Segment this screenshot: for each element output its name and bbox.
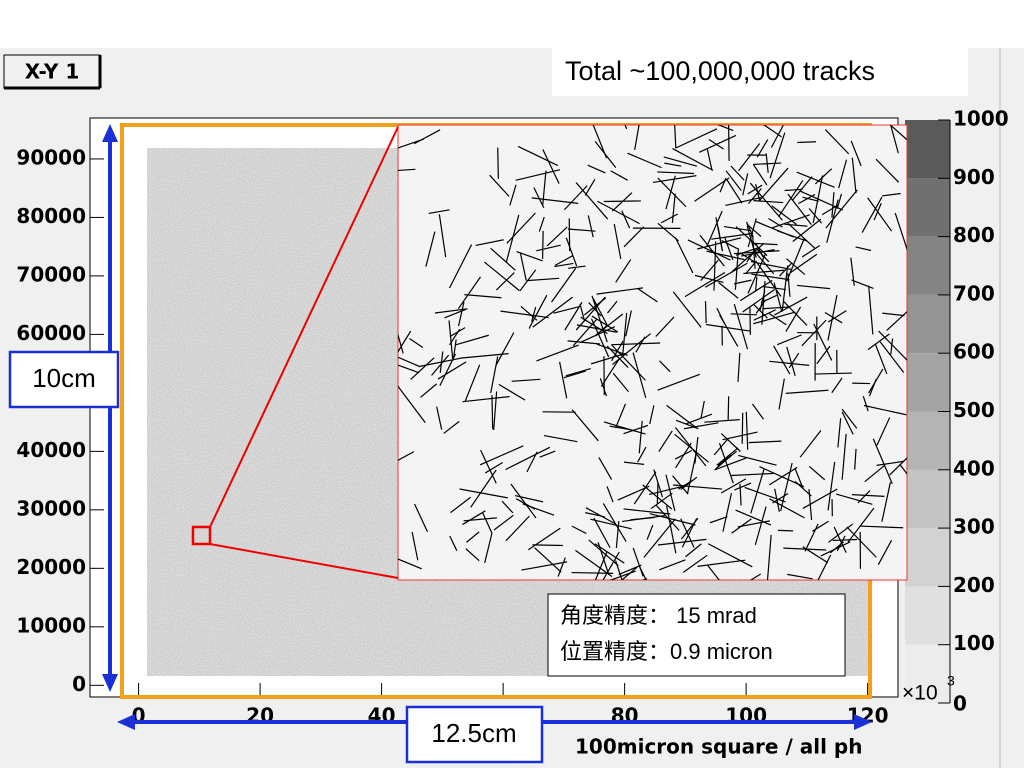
colorbar-band (905, 120, 950, 178)
z-tick-label: 500 (953, 398, 995, 422)
z-multiplier: ×10 (902, 682, 938, 705)
y-tick-label: 70000 (16, 262, 86, 286)
colorbar-band (905, 470, 950, 528)
z-tick-label: 300 (953, 515, 995, 539)
track (728, 396, 729, 420)
colorbar-band (905, 295, 950, 353)
z-tick-label: 100 (953, 631, 995, 655)
track (778, 530, 793, 531)
colorbar-band (905, 412, 950, 470)
annotation: Total ~100,000,000 tracks (565, 56, 875, 86)
resolution-line: 位置精度：0.9 micron (560, 639, 773, 664)
z-tick-label: 0 (953, 692, 967, 716)
chart-title: X-Y 1 (25, 60, 80, 84)
width-label: 12.5cm (431, 718, 516, 748)
y-tick-label: 40000 (16, 438, 86, 462)
track (498, 148, 499, 179)
resolution-line: 角度精度： 15 mrad (560, 603, 757, 628)
y-tick-label: 60000 (16, 321, 86, 345)
colorbar-band (905, 586, 950, 644)
track (742, 413, 743, 444)
y-tick-label: 80000 (16, 204, 86, 228)
z-multiplier-exp: 3 (947, 673, 955, 689)
track (705, 301, 706, 323)
colorbar-band (905, 178, 950, 236)
track (797, 142, 816, 143)
z-tick-label: 1000 (953, 107, 1009, 131)
track (492, 395, 493, 429)
y-tick-label: 0 (72, 672, 86, 696)
x-axis-label: 100micron square / all ph (575, 735, 862, 759)
track (657, 483, 658, 504)
z-tick-label: 700 (953, 281, 995, 305)
track (543, 231, 544, 259)
z-tick-label: 400 (953, 456, 995, 480)
y-tick-label: 90000 (16, 145, 86, 169)
y-tick-label: 20000 (16, 555, 86, 579)
top-margin (0, 0, 1024, 48)
colorbar-band (905, 528, 950, 586)
colorbar-band (905, 237, 950, 295)
colorbar-band (905, 353, 950, 411)
z-tick-label: 600 (953, 340, 995, 364)
z-tick-label: 200 (953, 573, 995, 597)
y-tick-label: 10000 (16, 613, 86, 637)
track (532, 545, 562, 546)
height-label: 10cm (32, 363, 96, 393)
z-tick-label: 900 (953, 165, 995, 189)
z-tick-label: 800 (953, 223, 995, 247)
y-tick-label: 30000 (16, 496, 86, 520)
